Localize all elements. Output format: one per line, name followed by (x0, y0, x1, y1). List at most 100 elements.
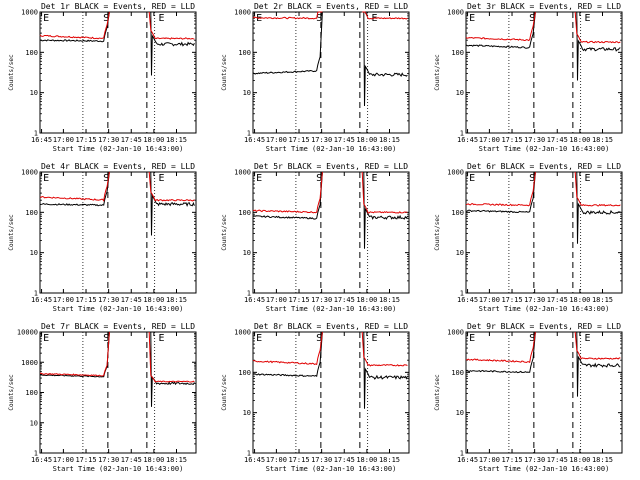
x-tick-label: 17:15 (288, 456, 309, 464)
y-tick-label: 1000 (234, 169, 251, 177)
y-tick-label: 10 (30, 89, 38, 97)
y-tick-label: 10 (243, 409, 251, 417)
x-tick-label: 18:15 (592, 136, 613, 144)
x-tick-label: 16:45 (244, 456, 265, 464)
x-tick-label: 17:15 (501, 456, 522, 464)
event-marker: S (529, 173, 535, 184)
y-tick-label: 100 (25, 209, 38, 217)
events-series-line (252, 11, 408, 107)
x-tick-label: 17:15 (75, 296, 96, 304)
y-tick-label: 100 (238, 209, 251, 217)
y-tick-label: 10 (243, 89, 251, 97)
event-marker: E (372, 333, 378, 344)
event-marker: E (159, 13, 165, 24)
event-marker: S (529, 333, 535, 344)
plot-frame (252, 11, 410, 134)
x-tick-label: 16:45 (457, 136, 478, 144)
event-marker: S (316, 333, 322, 344)
x-tick-label: 16:45 (31, 456, 52, 464)
y-tick-label: 1000 (234, 329, 251, 337)
x-tick-label: 18:15 (592, 456, 613, 464)
y-tick-label: 1 (34, 290, 38, 298)
y-tick-label: 10 (30, 419, 38, 427)
panel-title: Det 6r BLACK = Events, RED = LLD (467, 162, 621, 171)
panel-title: Det 7r BLACK = Events, RED = LLD (41, 322, 195, 331)
x-tick-label: 18:00 (569, 136, 590, 144)
x-tick-label: 17:30 (311, 456, 332, 464)
x-tick-label: 17:30 (98, 456, 119, 464)
x-tick-label: 16:45 (31, 296, 52, 304)
event-marker: E (43, 173, 49, 184)
events-series-line (39, 11, 195, 76)
y-tick-label: 10 (243, 249, 251, 257)
x-tick-label: 16:45 (457, 456, 478, 464)
x-tick-label: 17:45 (547, 296, 568, 304)
y-tick-label: 1000 (21, 9, 38, 17)
lld-series-line (39, 11, 195, 40)
y-tick-label: 1 (460, 130, 464, 138)
panel-det-8: Det 8r BLACK = Events, RED = LLD Counts/s… (221, 322, 410, 473)
lld-series-line (466, 331, 621, 364)
lld-series-line (39, 171, 195, 202)
y-tick-label: 100 (25, 389, 38, 397)
y-tick-label: 10 (30, 249, 38, 257)
event-marker: E (585, 13, 591, 24)
y-tick-label: 1 (34, 130, 38, 138)
y-axis-label: Counts/sec (221, 214, 228, 251)
x-tick-label: 17:30 (524, 456, 545, 464)
y-axis-label: Counts/sec (221, 54, 228, 91)
x-tick-label: 18:15 (166, 136, 187, 144)
event-marker: E (256, 333, 262, 344)
y-tick-label: 10 (456, 409, 464, 417)
y-tick-label: 1 (460, 450, 464, 458)
x-tick-label: 16:45 (457, 296, 478, 304)
x-tick-label: 18:00 (569, 296, 590, 304)
y-tick-label: 1000 (21, 169, 38, 177)
lld-series-line (252, 331, 408, 367)
lld-series-line (252, 11, 408, 20)
x-tick-label: 18:00 (143, 296, 164, 304)
event-marker: S (103, 13, 109, 24)
x-tick-label: 17:45 (547, 456, 568, 464)
x-tick-label: 17:45 (334, 296, 355, 304)
x-tick-label: 18:15 (166, 296, 187, 304)
x-tick-label: 17:30 (98, 136, 119, 144)
event-marker: S (316, 173, 322, 184)
events-series-line (252, 171, 408, 249)
lld-series-line (252, 171, 408, 214)
y-axis-label: Counts/sec (8, 374, 15, 411)
y-tick-label: 100 (238, 49, 251, 57)
events-series-line (465, 171, 621, 244)
panel-title: Det 9r BLACK = Events, RED = LLD (467, 322, 621, 331)
x-tick-label: 18:00 (356, 456, 377, 464)
y-tick-label: 1000 (234, 9, 251, 17)
x-tick-label: 17:00 (479, 136, 500, 144)
event-marker: E (585, 333, 591, 344)
x-tick-label: 17:00 (266, 296, 287, 304)
event-marker: E (159, 333, 165, 344)
x-tick-label: 17:00 (479, 296, 500, 304)
panel-det-1: Det 1r BLACK = Events, RED = LLD Counts/s… (8, 2, 197, 153)
x-tick-label: 17:00 (53, 456, 74, 464)
x-tick-label: 16:45 (31, 136, 52, 144)
plot-frame (465, 171, 623, 294)
event-marker: E (469, 173, 475, 184)
x-tick-label: 17:00 (266, 456, 287, 464)
y-axis-label: Counts/sec (434, 374, 441, 411)
x-tick-label: 18:15 (379, 296, 400, 304)
plot-frame (39, 11, 197, 134)
panel-det-4: Det 4r BLACK = Events, RED = LLD Counts/s… (8, 162, 197, 313)
y-tick-label: 100 (238, 369, 251, 377)
y-axis-label: Counts/sec (434, 54, 441, 91)
event-marker: E (469, 333, 475, 344)
event-marker: S (316, 13, 322, 24)
x-axis-label: Start Time (02-Jan-10 16:43:00) (266, 145, 397, 153)
y-axis-label: Counts/sec (221, 374, 228, 411)
y-tick-label: 100 (25, 49, 38, 57)
x-tick-label: 18:15 (379, 136, 400, 144)
x-tick-label: 17:45 (547, 136, 568, 144)
plot-frame (39, 331, 197, 454)
x-tick-label: 17:45 (121, 296, 142, 304)
x-tick-label: 16:45 (244, 296, 265, 304)
